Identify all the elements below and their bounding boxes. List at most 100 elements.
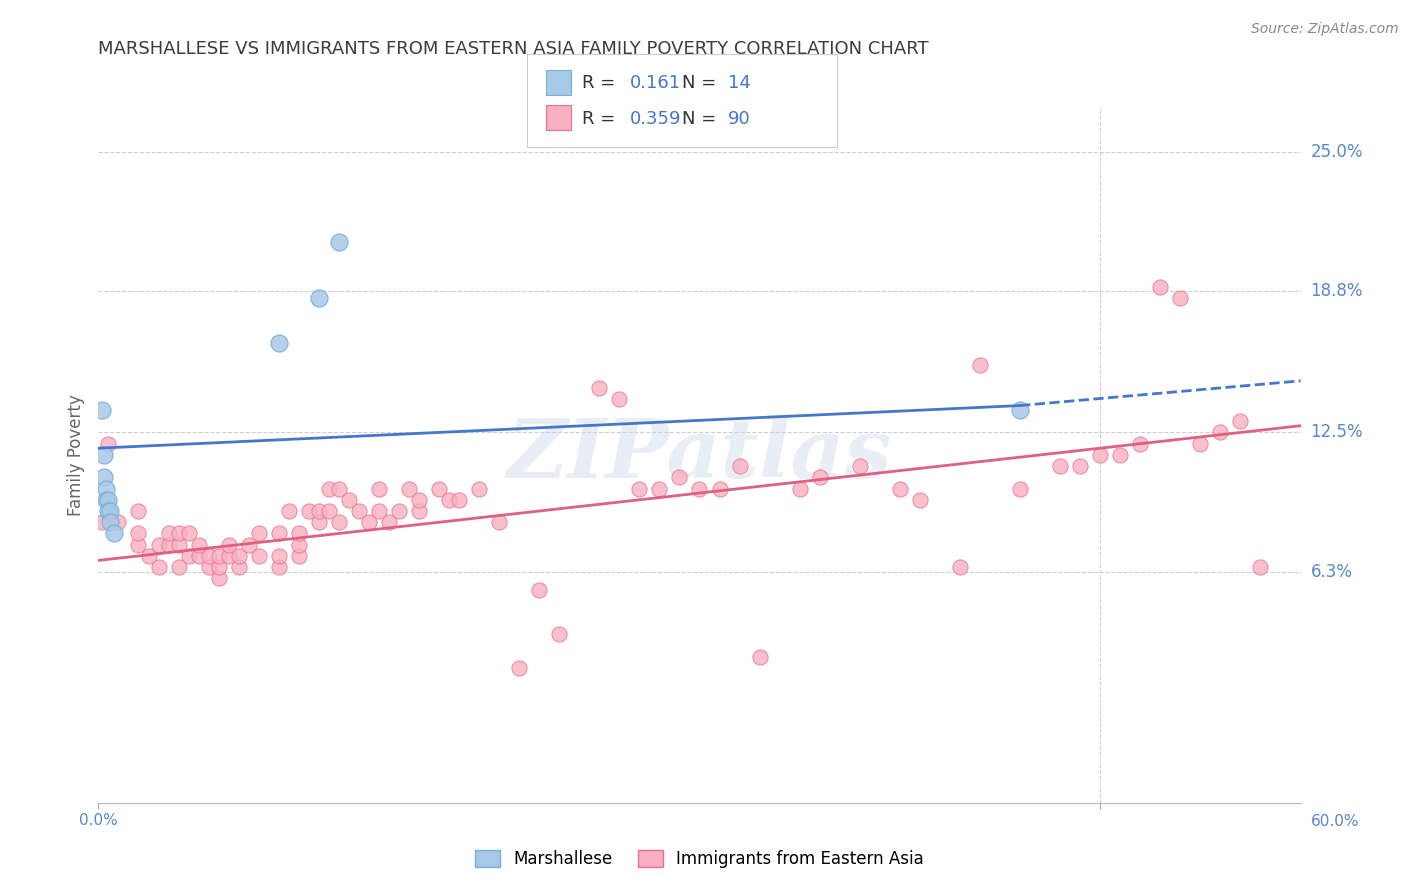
Point: [398, 482, 420, 496]
Point: [103, 526, 125, 541]
Point: [100, 515, 122, 529]
Point: [277, 504, 299, 518]
Point: [949, 560, 972, 574]
Point: [267, 549, 290, 563]
Point: [728, 459, 751, 474]
Point: [96, 492, 118, 507]
Point: [100, 504, 122, 518]
Point: [128, 526, 150, 541]
Point: [427, 482, 450, 496]
Point: [1010, 482, 1032, 496]
Point: [93, 470, 115, 484]
Point: [187, 549, 209, 563]
Point: [167, 560, 190, 574]
Point: [218, 549, 240, 563]
Point: [218, 538, 240, 552]
Point: [1189, 436, 1212, 450]
Point: [138, 549, 160, 563]
Point: [588, 381, 610, 395]
Text: N =: N =: [682, 110, 716, 128]
Point: [408, 492, 430, 507]
Point: [1049, 459, 1071, 474]
Point: [91, 515, 114, 529]
Point: [529, 582, 551, 597]
Point: [709, 482, 731, 496]
Point: [789, 482, 811, 496]
Text: 25.0%: 25.0%: [1310, 143, 1362, 161]
Point: [969, 358, 991, 372]
Point: [288, 526, 311, 541]
Point: [148, 560, 170, 574]
Point: [107, 515, 129, 529]
Point: [208, 549, 231, 563]
Point: [97, 504, 120, 518]
Y-axis label: Family Poverty: Family Poverty: [66, 394, 84, 516]
Point: [247, 549, 270, 563]
Point: [1250, 560, 1272, 574]
Point: [437, 492, 460, 507]
Point: [187, 538, 209, 552]
Point: [347, 504, 370, 518]
Text: 12.5%: 12.5%: [1310, 424, 1362, 442]
Text: 14: 14: [728, 74, 751, 92]
Point: [1149, 279, 1171, 293]
Point: [208, 571, 231, 585]
Point: [177, 526, 200, 541]
Point: [228, 560, 250, 574]
Point: [328, 515, 350, 529]
Point: [328, 482, 350, 496]
Point: [1209, 425, 1232, 440]
Point: [318, 504, 340, 518]
Point: [378, 515, 401, 529]
Point: [468, 482, 491, 496]
Text: Source: ZipAtlas.com: Source: ZipAtlas.com: [1251, 22, 1399, 37]
Point: [368, 482, 391, 496]
Text: 60.0%: 60.0%: [1310, 814, 1358, 829]
Point: [1088, 448, 1111, 462]
Point: [298, 504, 321, 518]
Point: [447, 492, 470, 507]
Point: [1229, 414, 1251, 428]
Point: [628, 482, 651, 496]
Point: [668, 470, 690, 484]
Point: [197, 560, 219, 574]
Point: [267, 335, 290, 350]
Point: [288, 538, 311, 552]
Text: 90: 90: [728, 110, 751, 128]
Point: [267, 560, 290, 574]
Point: [308, 504, 330, 518]
Point: [167, 526, 190, 541]
Point: [247, 526, 270, 541]
Text: 6.3%: 6.3%: [1310, 563, 1353, 581]
Point: [308, 291, 330, 305]
Point: [748, 649, 770, 664]
Point: [91, 403, 114, 417]
Point: [408, 504, 430, 518]
Point: [97, 436, 120, 450]
Point: [267, 526, 290, 541]
Point: [148, 538, 170, 552]
Point: [208, 560, 231, 574]
Point: [328, 235, 350, 249]
Point: [157, 538, 180, 552]
Point: [548, 627, 571, 641]
Point: [167, 538, 190, 552]
Point: [357, 515, 380, 529]
Point: [368, 504, 391, 518]
Point: [318, 482, 340, 496]
Point: [1010, 403, 1032, 417]
Point: [177, 549, 200, 563]
Point: [1109, 448, 1132, 462]
Point: [908, 492, 931, 507]
Legend: Marshallese, Immigrants from Eastern Asia: Marshallese, Immigrants from Eastern Asi…: [468, 843, 931, 874]
Point: [1170, 291, 1192, 305]
Point: [128, 538, 150, 552]
Point: [388, 504, 411, 518]
Point: [488, 515, 510, 529]
Text: R =: R =: [582, 74, 616, 92]
Point: [308, 515, 330, 529]
Point: [1129, 436, 1152, 450]
Text: N =: N =: [682, 74, 716, 92]
Point: [228, 549, 250, 563]
Point: [288, 549, 311, 563]
